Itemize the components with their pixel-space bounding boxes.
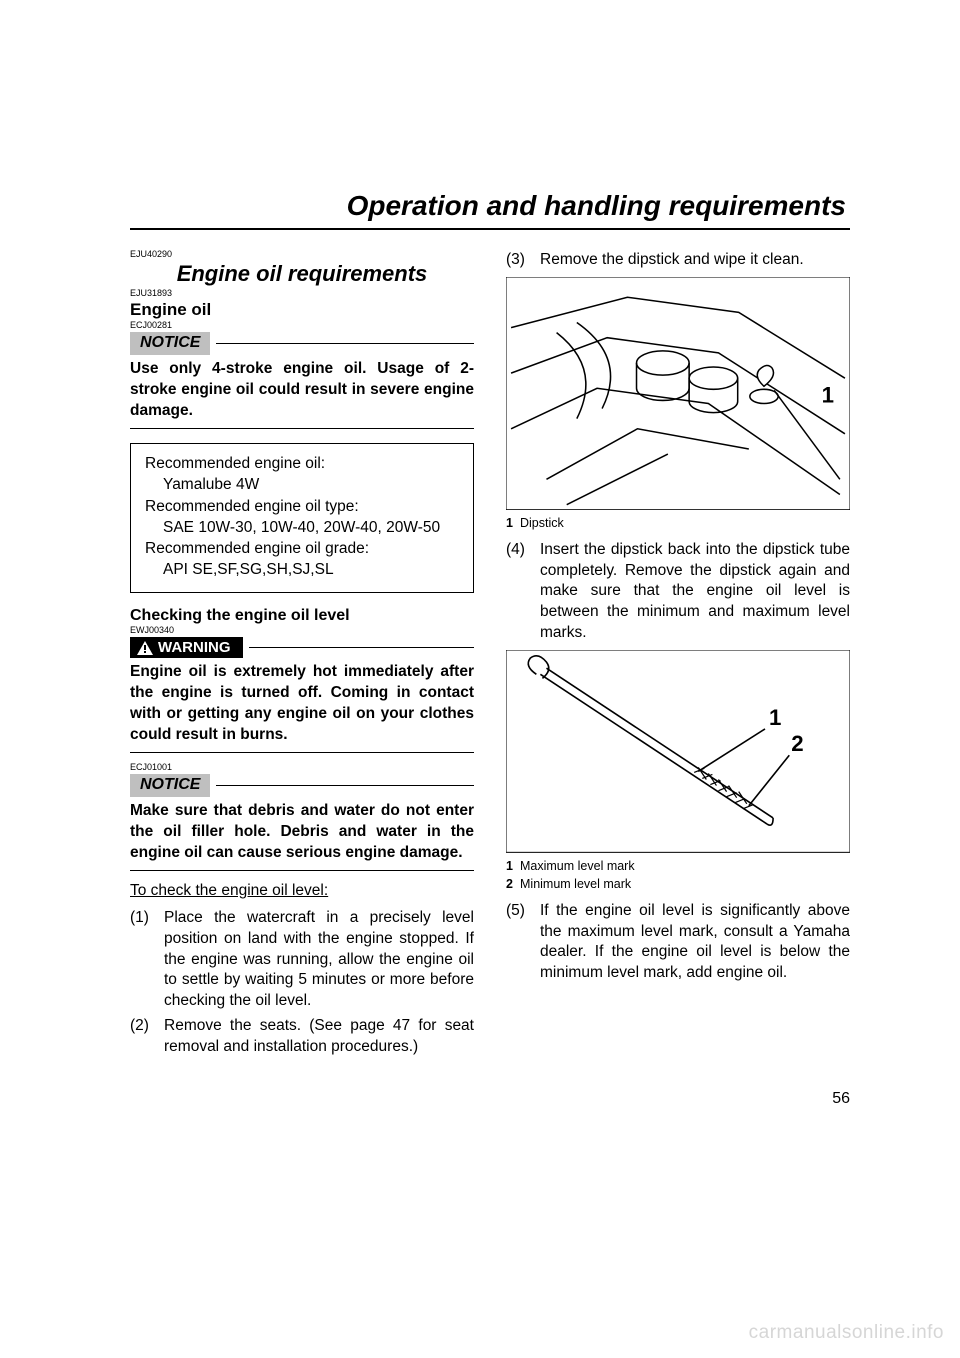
- divider: [130, 752, 474, 753]
- warning-row: WARNING: [130, 637, 474, 658]
- ref-code: EJU40290: [130, 250, 474, 259]
- step-number: (3): [506, 250, 540, 271]
- caption-number: 1: [506, 516, 520, 530]
- warning-badge: WARNING: [130, 637, 243, 658]
- ref-code: EJU31893: [130, 289, 474, 298]
- warning-icon: [136, 640, 154, 656]
- ref-code: ECJ01001: [130, 763, 474, 772]
- left-column: EJU40290 Engine oil requirements EJU3189…: [130, 250, 474, 1062]
- spec-box: Recommended engine oil: Yamalube 4W Reco…: [130, 443, 474, 594]
- ref-code: ECJ00281: [130, 321, 474, 330]
- caption-text: Dipstick: [520, 516, 850, 530]
- step-number: (2): [130, 1016, 164, 1058]
- step-text: Insert the dipstick back into the dipsti…: [540, 540, 850, 645]
- figure-caption: 1 Dipstick: [506, 516, 850, 530]
- callout-2: 2: [791, 731, 803, 756]
- step-2: (2) Remove the seats. (See page 47 for s…: [130, 1016, 474, 1058]
- warning-label: WARNING: [158, 639, 231, 656]
- two-column-layout: EJU40290 Engine oil requirements EJU3189…: [130, 250, 850, 1062]
- caption-number: 1: [506, 859, 520, 873]
- badge-rule: [216, 343, 474, 344]
- notice-text: Use only 4-stroke engine oil. Usage of 2…: [130, 359, 474, 422]
- notice-row: NOTICE: [130, 332, 474, 355]
- spec-label: Recommended engine oil:: [145, 454, 459, 475]
- step-4: (4) Insert the dipstick back into the di…: [506, 540, 850, 645]
- divider: [130, 870, 474, 871]
- notice-text: Make sure that debris and water do not e…: [130, 801, 474, 864]
- spec-label: Recommended engine oil type:: [145, 497, 459, 518]
- notice-row: NOTICE: [130, 774, 474, 797]
- spec-value: Yamalube 4W: [163, 475, 459, 496]
- page-number: 56: [130, 1090, 850, 1108]
- callout-1: 1: [769, 705, 781, 730]
- caption-text: Maximum level mark: [520, 859, 850, 873]
- right-column: (3) Remove the dipstick and wipe it clea…: [506, 250, 850, 1062]
- step-text: If the engine oil level is significantly…: [540, 901, 850, 985]
- step-5: (5) If the engine oil level is significa…: [506, 901, 850, 985]
- notice-badge: NOTICE: [130, 332, 210, 355]
- step-number: (1): [130, 908, 164, 1013]
- figure-caption: 2 Minimum level mark: [506, 877, 850, 891]
- step-text: Remove the seats. (See page 47 for seat …: [164, 1016, 474, 1058]
- step-number: (5): [506, 901, 540, 985]
- spec-value: SAE 10W-30, 10W-40, 20W-40, 20W-50: [163, 518, 459, 539]
- ref-code: EWJ00340: [130, 626, 474, 635]
- figure-dipstick-levels: 1 2: [506, 650, 850, 852]
- callout-1: 1: [822, 382, 834, 407]
- divider: [130, 428, 474, 429]
- badge-rule: [249, 647, 475, 648]
- step-3: (3) Remove the dipstick and wipe it clea…: [506, 250, 850, 271]
- figure-dipstick-location: 1: [506, 277, 850, 510]
- caption-number: 2: [506, 877, 520, 891]
- caption-text: Minimum level mark: [520, 877, 850, 891]
- manual-page: Operation and handling requirements EJU4…: [0, 0, 960, 1168]
- section-title: Engine oil requirements: [130, 261, 474, 287]
- watermark: carmanualsonline.info: [749, 1322, 944, 1344]
- step-1: (1) Place the watercraft in a precisely …: [130, 908, 474, 1013]
- procedure-intro: To check the engine oil level:: [130, 881, 474, 902]
- subheading-engine-oil: Engine oil: [130, 300, 474, 320]
- warning-text: Engine oil is extremely hot immediately …: [130, 662, 474, 746]
- badge-rule: [216, 785, 474, 786]
- chapter-rule: [130, 228, 850, 230]
- subheading-checking: Checking the engine oil level: [130, 607, 474, 625]
- step-text: Place the watercraft in a precisely leve…: [164, 908, 474, 1013]
- spec-label: Recommended engine oil grade:: [145, 539, 459, 560]
- step-number: (4): [506, 540, 540, 645]
- step-text: Remove the dipstick and wipe it clean.: [540, 250, 850, 271]
- notice-badge: NOTICE: [130, 774, 210, 797]
- spec-value: API SE,SF,SG,SH,SJ,SL: [163, 560, 459, 581]
- chapter-title: Operation and handling requirements: [130, 190, 850, 222]
- figure-caption: 1 Maximum level mark: [506, 859, 850, 873]
